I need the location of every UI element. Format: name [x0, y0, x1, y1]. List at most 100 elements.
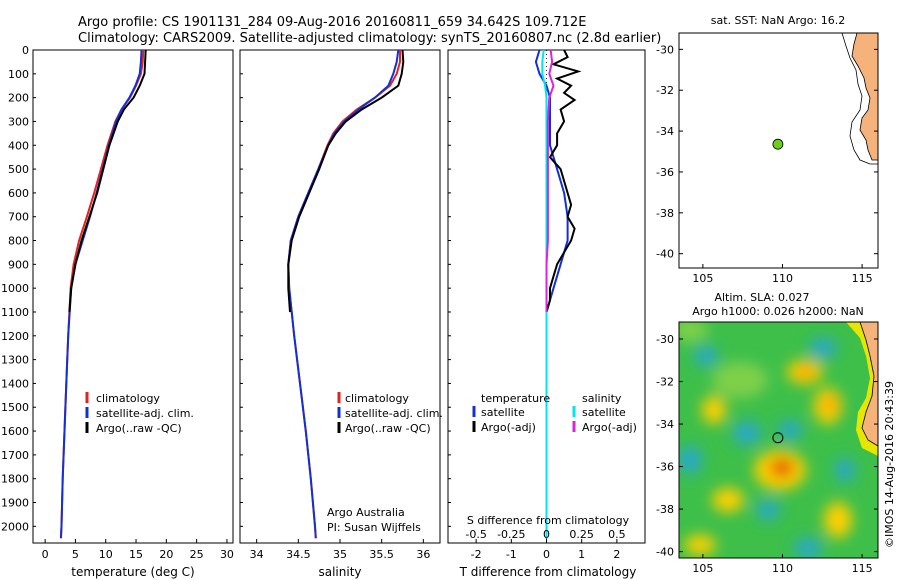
depth-tick-label: 700 — [8, 211, 29, 224]
depth-tick-label: 1700 — [1, 449, 29, 462]
x-tick-label: -1 — [506, 548, 517, 561]
map-x-tick-label: 115 — [852, 562, 873, 575]
sla-map-frame — [678, 321, 879, 559]
x-tick-label: 0 — [42, 548, 49, 561]
series-line-climatology — [59, 49, 145, 539]
series-line-t-argo-adj- — [545, 49, 582, 313]
map-y-tick-label: -32 — [656, 376, 674, 389]
s-tick-label: 0.5 — [608, 528, 626, 541]
difference-legend: temperature satellite Argo(-adj) salinit… — [472, 392, 637, 434]
map-y-tick-label: -38 — [656, 207, 674, 220]
map-x-tick-label: 105 — [692, 272, 713, 285]
depth-tick-label: 600 — [8, 187, 29, 200]
legend-label-satellite: satellite-adj. clim. — [96, 407, 194, 420]
sla-anomaly-patch — [798, 366, 814, 378]
map-y-tick-label: -40 — [656, 546, 674, 559]
map-y-tick-label: -34 — [656, 125, 674, 138]
header-line1: Argo profile: CS 1901131_284 09-Aug-2016… — [78, 15, 586, 30]
temperature-x-axis: 0 5 10 15 20 25 30 — [42, 539, 234, 561]
x-tick-label: 20 — [159, 548, 173, 561]
map-x-tick-label: 110 — [772, 272, 793, 285]
x-tick-label: 36 — [416, 548, 430, 561]
sla-anomaly-patch — [778, 420, 802, 440]
sla-anomaly-patch — [702, 396, 726, 424]
x-tick-label: 0 — [543, 548, 550, 561]
legend-label-t-argo: Argo(-adj) — [481, 421, 536, 434]
depth-axis: 0 100 200 300 400 500 600 700 800 900 1000 1100 1200… — [1, 44, 451, 533]
salinity-xlabel: salinity — [318, 565, 361, 579]
sst-map-frame — [678, 32, 879, 269]
depth-tick-label: 1200 — [1, 330, 29, 343]
sla-anomaly-patch — [679, 322, 708, 342]
annotation-argo-australia: Argo Australia — [327, 506, 405, 519]
x-tick-label: 10 — [99, 548, 113, 561]
map-x-tick-label: 115 — [852, 272, 873, 285]
temperature-series — [59, 49, 147, 539]
depth-tick-label: 1400 — [1, 377, 29, 390]
sla-land — [859, 322, 878, 447]
sst-map-title: sat. SST: NaN Argo: 16.2 — [711, 14, 845, 27]
legend-label-s-satellite: satellite — [582, 406, 626, 419]
map-y-tick-label: -30 — [656, 333, 674, 346]
depth-tick-label: 300 — [8, 115, 29, 128]
salinity-x-axis: 34 34.5 35 35.5 36 — [250, 539, 430, 561]
depth-tick-label: 800 — [8, 235, 29, 248]
map-y-tick-label: -40 — [656, 248, 674, 261]
depth-tick-label: 2000 — [1, 520, 29, 533]
s-tick-label: -0.5 — [465, 528, 486, 541]
s-tick-label: 0.25 — [569, 528, 594, 541]
x-tick-label: -2 — [471, 548, 482, 561]
legend-label-argo: Argo(..raw -QC) — [96, 422, 182, 435]
sla-anomaly-patch — [824, 502, 852, 538]
header-line2: Climatology: CARS2009. Satellite-adjuste… — [78, 31, 661, 46]
temperature-panel-frame — [32, 49, 234, 544]
series-line-s-argo-adj- — [545, 49, 555, 312]
depth-tick-label: 100 — [8, 68, 29, 81]
x-tick-label: 25 — [190, 548, 204, 561]
difference-s-xlabel: S difference from climatology — [467, 514, 630, 527]
depth-tick-label: 1300 — [1, 354, 29, 367]
sla-map-title-line2: Argo h1000: 0.026 h2000: NaN — [692, 305, 864, 318]
depth-tick-label: 500 — [8, 163, 29, 176]
legend-label-t-satellite: satellite — [481, 406, 525, 419]
depth-tick-label: 200 — [8, 92, 29, 105]
sla-argo-location-marker — [772, 432, 784, 444]
sla-map-content — [679, 322, 878, 558]
imos-watermark: ©IMOS 14-Aug-2016 20:43:39 — [883, 381, 896, 548]
x-tick-label: 1 — [578, 548, 585, 561]
x-tick-label: 2 — [613, 548, 620, 561]
s-tick-label: -0.25 — [497, 528, 525, 541]
depth-tick-label: 900 — [8, 258, 29, 271]
depth-tick-label: 1800 — [1, 473, 29, 486]
temperature-legend: climatology satellite-adj. clim. Argo(..… — [85, 392, 194, 435]
depth-tick-label: 1000 — [1, 282, 29, 295]
map-y-tick-label: -38 — [656, 503, 674, 516]
depth-tick-label: 1900 — [1, 497, 29, 510]
depth-tick-label: 1100 — [1, 306, 29, 319]
sla-anomaly-patch — [756, 500, 780, 520]
map-y-tick-label: -32 — [656, 84, 674, 97]
map-y-tick-label: -36 — [656, 461, 674, 474]
depth-tick-label: 1600 — [1, 425, 29, 438]
sla-anomaly-patch — [712, 488, 744, 512]
depth-tick-label: 0 — [22, 44, 29, 57]
map-y-tick-label: -34 — [656, 418, 674, 431]
map-x-tick-label: 105 — [692, 562, 713, 575]
sla-anomaly-patch — [679, 446, 702, 474]
sla-map-title-line1: Altim. SLA: 0.027 — [714, 291, 809, 304]
x-tick-label: 5 — [72, 548, 79, 561]
difference-x-axis: -2 -1 0 1 2 — [471, 539, 620, 561]
temperature-xlabel: temperature (deg C) — [71, 565, 194, 579]
sla-anomaly-patch — [824, 396, 836, 412]
map-y-tick-label: -30 — [656, 43, 674, 56]
legend-title-salinity: salinity — [582, 392, 622, 405]
x-tick-label: 15 — [129, 548, 143, 561]
x-tick-label: 30 — [220, 548, 234, 561]
sla-anomaly-patch — [809, 338, 837, 358]
sla-anomaly-patch — [794, 538, 822, 558]
x-tick-label: 34 — [250, 548, 264, 561]
depth-tick-label: 1500 — [1, 401, 29, 414]
sla-anomaly-patch — [694, 346, 718, 366]
series-line-argo-raw-qc- — [68, 49, 147, 313]
